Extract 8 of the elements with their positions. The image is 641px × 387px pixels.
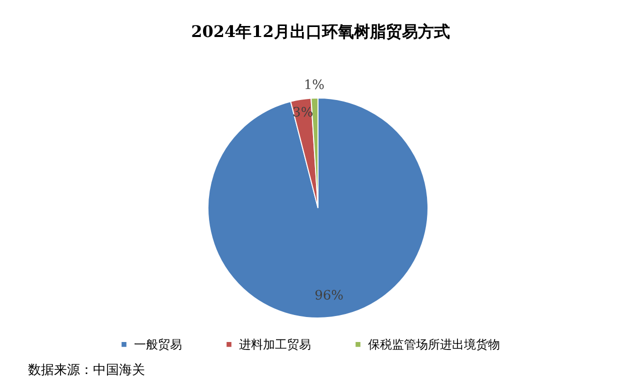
source-note: 数据来源：中国海关 xyxy=(28,363,145,378)
chart-title: 2024年12月出口环氧树脂贸易方式 xyxy=(191,22,450,41)
legend-label: 一般贸易 xyxy=(134,337,182,352)
data-label: 96% xyxy=(314,288,344,304)
data-label: 1% xyxy=(304,78,324,93)
legend-label: 保税监管场所进出境货物 xyxy=(368,337,500,352)
legend-label: 进料加工贸易 xyxy=(239,337,311,352)
pie-slice xyxy=(208,98,428,318)
